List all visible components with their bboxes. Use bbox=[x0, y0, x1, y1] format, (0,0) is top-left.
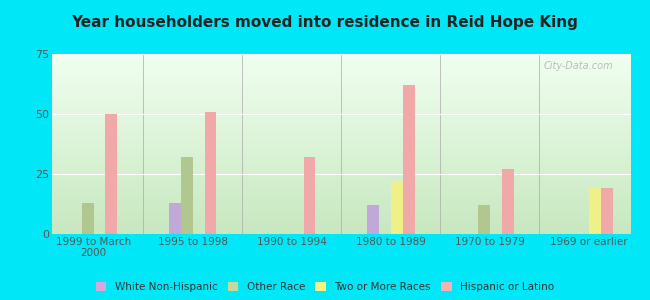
Bar bbox=[169, 203, 181, 234]
Text: Year householders moved into residence in Reid Hope King: Year householders moved into residence i… bbox=[72, 15, 578, 30]
Bar bbox=[391, 181, 402, 234]
Bar bbox=[601, 188, 613, 234]
Bar bbox=[402, 85, 415, 234]
Bar bbox=[478, 205, 490, 234]
Bar bbox=[82, 203, 94, 234]
Bar bbox=[367, 205, 379, 234]
Bar bbox=[589, 188, 601, 234]
Bar bbox=[502, 169, 514, 234]
Text: City-Data.com: City-Data.com bbox=[543, 61, 613, 71]
Bar bbox=[181, 157, 192, 234]
Bar bbox=[105, 114, 118, 234]
Bar bbox=[205, 112, 216, 234]
Legend: White Non-Hispanic, Other Race, Two or More Races, Hispanic or Latino: White Non-Hispanic, Other Race, Two or M… bbox=[96, 282, 554, 292]
Bar bbox=[304, 157, 315, 234]
